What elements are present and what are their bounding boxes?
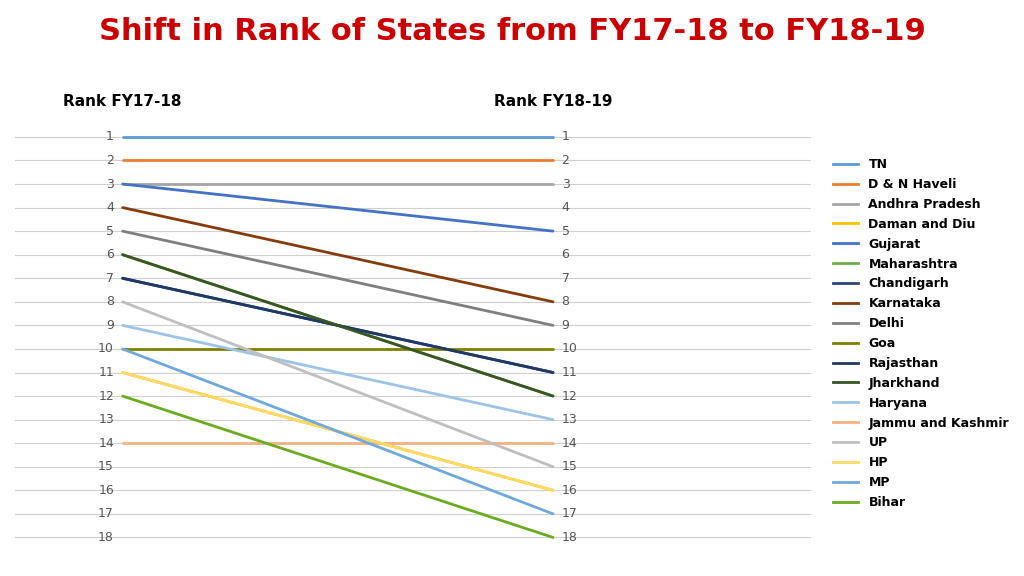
Text: Shift in Rank of States from FY17-18 to FY18-19: Shift in Rank of States from FY17-18 to … bbox=[98, 17, 926, 46]
Text: 18: 18 bbox=[98, 531, 114, 544]
Text: 3: 3 bbox=[106, 177, 114, 191]
Text: 13: 13 bbox=[98, 413, 114, 426]
Text: Rank FY17-18: Rank FY17-18 bbox=[63, 94, 182, 109]
Text: 5: 5 bbox=[106, 225, 114, 238]
Legend: TN, D & N Haveli, Andhra Pradesh, Daman and Diu, Gujarat, Maharashtra, Chandigar: TN, D & N Haveli, Andhra Pradesh, Daman … bbox=[834, 158, 1009, 509]
Text: 12: 12 bbox=[98, 389, 114, 403]
Text: 2: 2 bbox=[561, 154, 569, 167]
Text: 9: 9 bbox=[561, 319, 569, 332]
Text: 14: 14 bbox=[98, 437, 114, 450]
Text: 3: 3 bbox=[561, 177, 569, 191]
Text: 8: 8 bbox=[106, 295, 114, 308]
Text: 15: 15 bbox=[98, 460, 114, 473]
Text: 13: 13 bbox=[561, 413, 578, 426]
Text: 17: 17 bbox=[98, 507, 114, 520]
Text: 5: 5 bbox=[561, 225, 569, 238]
Text: 10: 10 bbox=[98, 343, 114, 355]
Text: 4: 4 bbox=[561, 201, 569, 214]
Text: 17: 17 bbox=[561, 507, 578, 520]
Text: 10: 10 bbox=[561, 343, 578, 355]
Text: 7: 7 bbox=[106, 272, 114, 285]
Text: 11: 11 bbox=[98, 366, 114, 379]
Text: Rank FY18-19: Rank FY18-19 bbox=[494, 94, 612, 109]
Text: 7: 7 bbox=[561, 272, 569, 285]
Text: 15: 15 bbox=[561, 460, 578, 473]
Text: 6: 6 bbox=[561, 248, 569, 261]
Text: 1: 1 bbox=[561, 130, 569, 143]
Text: 16: 16 bbox=[561, 484, 578, 497]
Text: 14: 14 bbox=[561, 437, 578, 450]
Text: 2: 2 bbox=[106, 154, 114, 167]
Text: 18: 18 bbox=[561, 531, 578, 544]
Text: 12: 12 bbox=[561, 389, 578, 403]
Text: 16: 16 bbox=[98, 484, 114, 497]
Text: 4: 4 bbox=[106, 201, 114, 214]
Text: 8: 8 bbox=[561, 295, 569, 308]
Text: 11: 11 bbox=[561, 366, 578, 379]
Text: 6: 6 bbox=[106, 248, 114, 261]
Text: 1: 1 bbox=[106, 130, 114, 143]
Text: 9: 9 bbox=[106, 319, 114, 332]
